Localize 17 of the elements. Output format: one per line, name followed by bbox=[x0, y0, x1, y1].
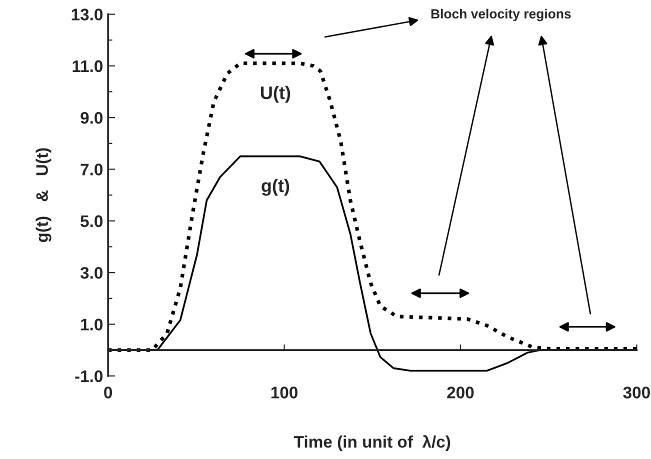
y-tick-label: 1.0 bbox=[81, 318, 103, 330]
y-axis-title: g(t) & U(t) bbox=[36, 148, 52, 242]
x-tick-label: 300 bbox=[623, 386, 650, 398]
x-tick-label: 0 bbox=[104, 386, 112, 398]
y-tick-label: 13.0 bbox=[72, 8, 103, 20]
y-tick-label: 5.0 bbox=[80, 215, 103, 228]
y-tick-label: 7.0 bbox=[80, 164, 103, 176]
annotation: U(t) bbox=[261, 86, 290, 103]
y-tick-label: -1.0 bbox=[75, 370, 103, 382]
annotation: g(t) bbox=[262, 178, 290, 196]
y-tick-label: 11.0 bbox=[72, 60, 103, 72]
annotation: Bloch velocity regions bbox=[431, 8, 571, 22]
x-tick-label: 100 bbox=[271, 386, 298, 398]
x-tick-label: 200 bbox=[447, 386, 474, 398]
y-tick-label: 9.0 bbox=[80, 112, 103, 124]
y-tick-label: 3.0 bbox=[80, 266, 103, 279]
x-axis-title: Time (in unit of λ/c) bbox=[294, 435, 450, 452]
